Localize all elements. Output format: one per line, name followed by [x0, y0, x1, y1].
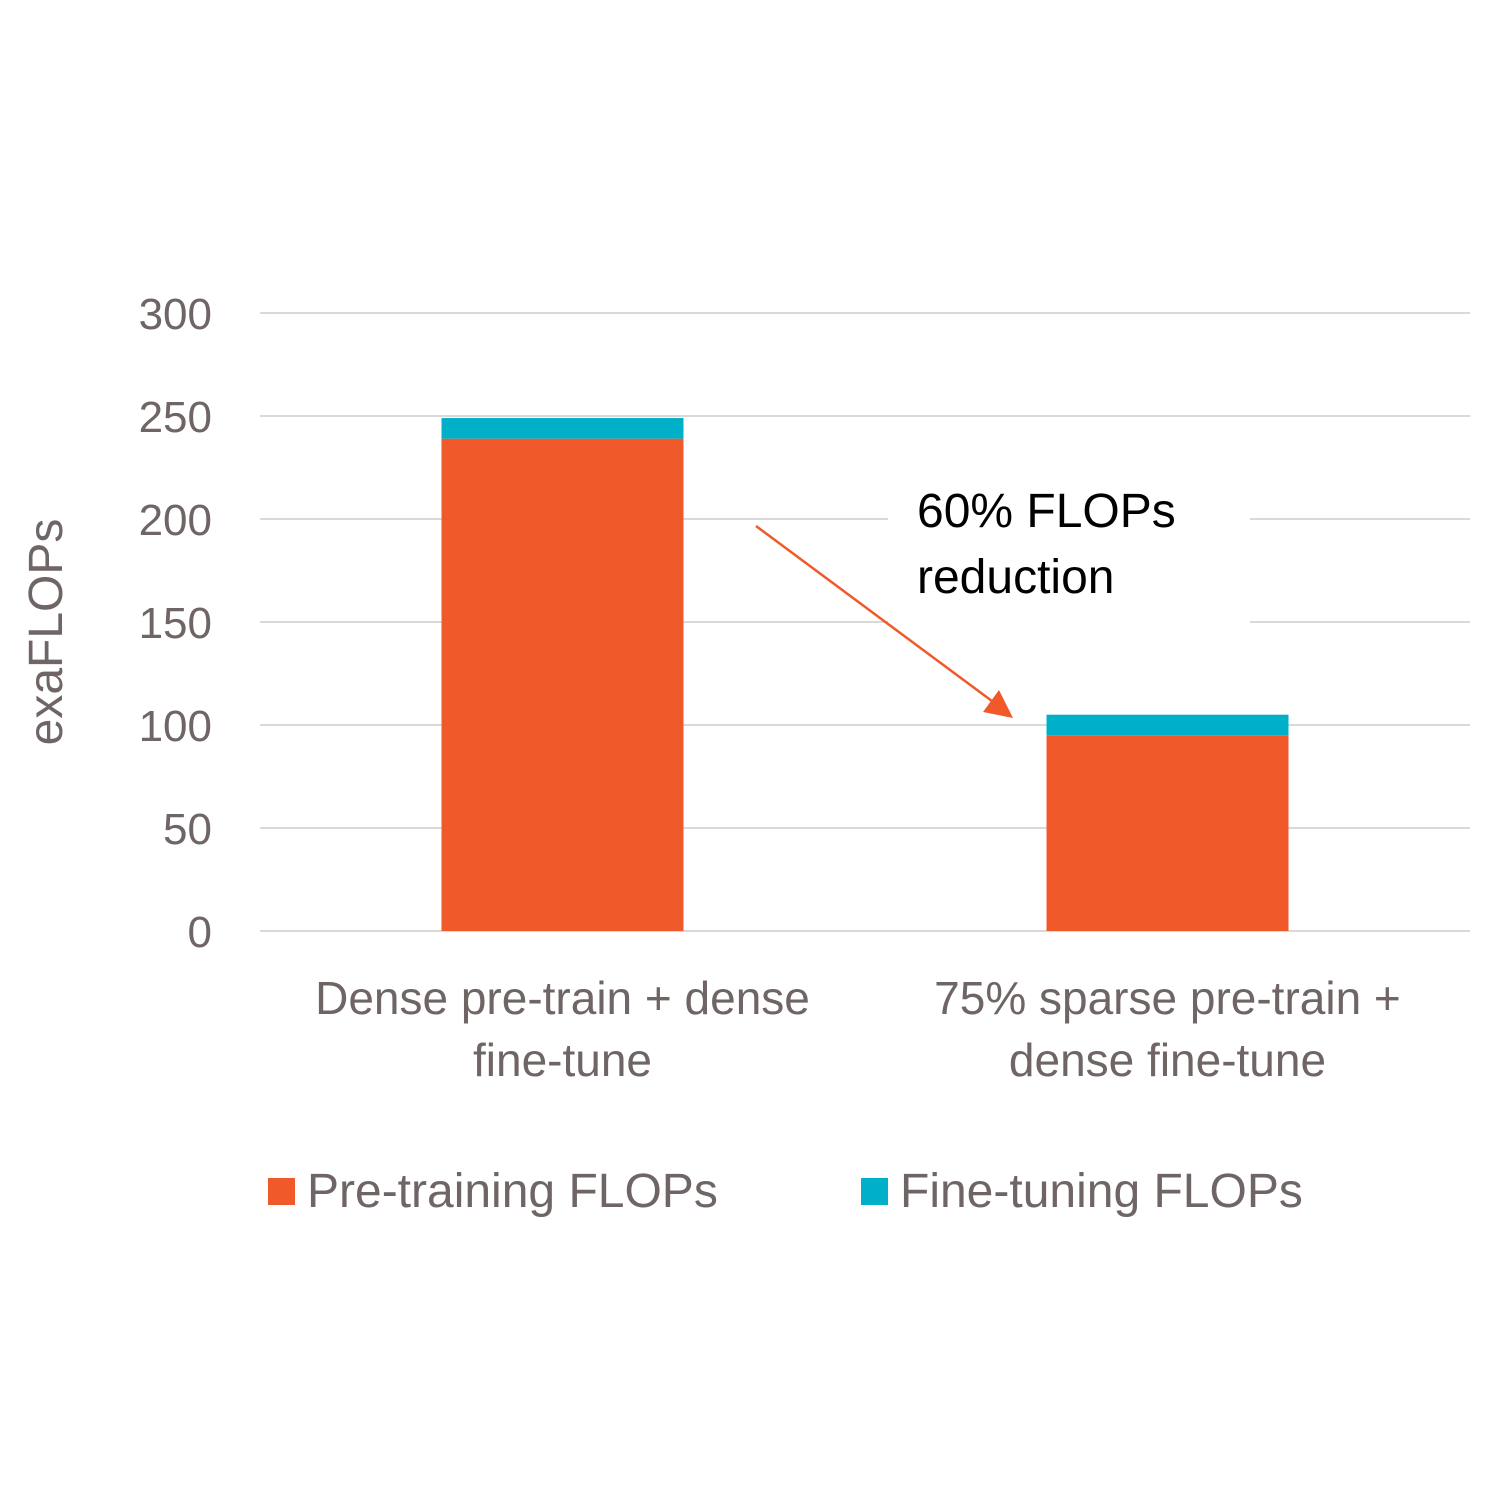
y-tick-label: 300 [139, 290, 212, 339]
legend-label: Pre-training FLOPs [307, 1165, 718, 1218]
y-axis-label: exaFLOPs [20, 519, 73, 746]
legend-swatch [861, 1178, 888, 1205]
x-category-label: fine-tune [473, 1034, 652, 1086]
bar-pretraining-1 [1046, 735, 1289, 931]
legend-label: Fine-tuning FLOPs [900, 1165, 1303, 1218]
legend-swatch [268, 1178, 295, 1205]
y-tick-label: 250 [139, 393, 212, 442]
annotation-line-1: 60% FLOPs [917, 485, 1176, 538]
y-tick-label: 50 [163, 805, 212, 854]
x-category-label: dense fine-tune [1009, 1034, 1326, 1086]
annotation-arrow [755, 524, 1001, 709]
legend: Pre-training FLOPs Fine-tuning FLOPs [268, 1165, 1303, 1218]
y-axis-ticks: 0 50 100 150 200 250 300 [139, 290, 212, 957]
annotation-arrowhead [983, 690, 1013, 718]
x-axis-categories: Dense pre-train + dense fine-tune 75% spar… [315, 972, 1401, 1086]
y-tick-label: 0 [188, 908, 212, 957]
y-tick-label: 200 [139, 496, 212, 545]
x-category-label: Dense pre-train + dense [315, 972, 810, 1024]
bars [441, 418, 1289, 931]
annotation-background [888, 478, 1250, 628]
y-tick-label: 100 [139, 702, 212, 751]
x-category-label: 75% sparse pre-train + [934, 972, 1401, 1024]
bar-finetuning-0 [441, 418, 684, 439]
bar-pretraining-0 [441, 438, 684, 931]
annotation: 60% FLOPs reduction [755, 478, 1250, 718]
bar-finetuning-1 [1046, 714, 1289, 736]
annotation-line-2: reduction [917, 551, 1114, 604]
y-tick-label: 150 [139, 599, 212, 648]
